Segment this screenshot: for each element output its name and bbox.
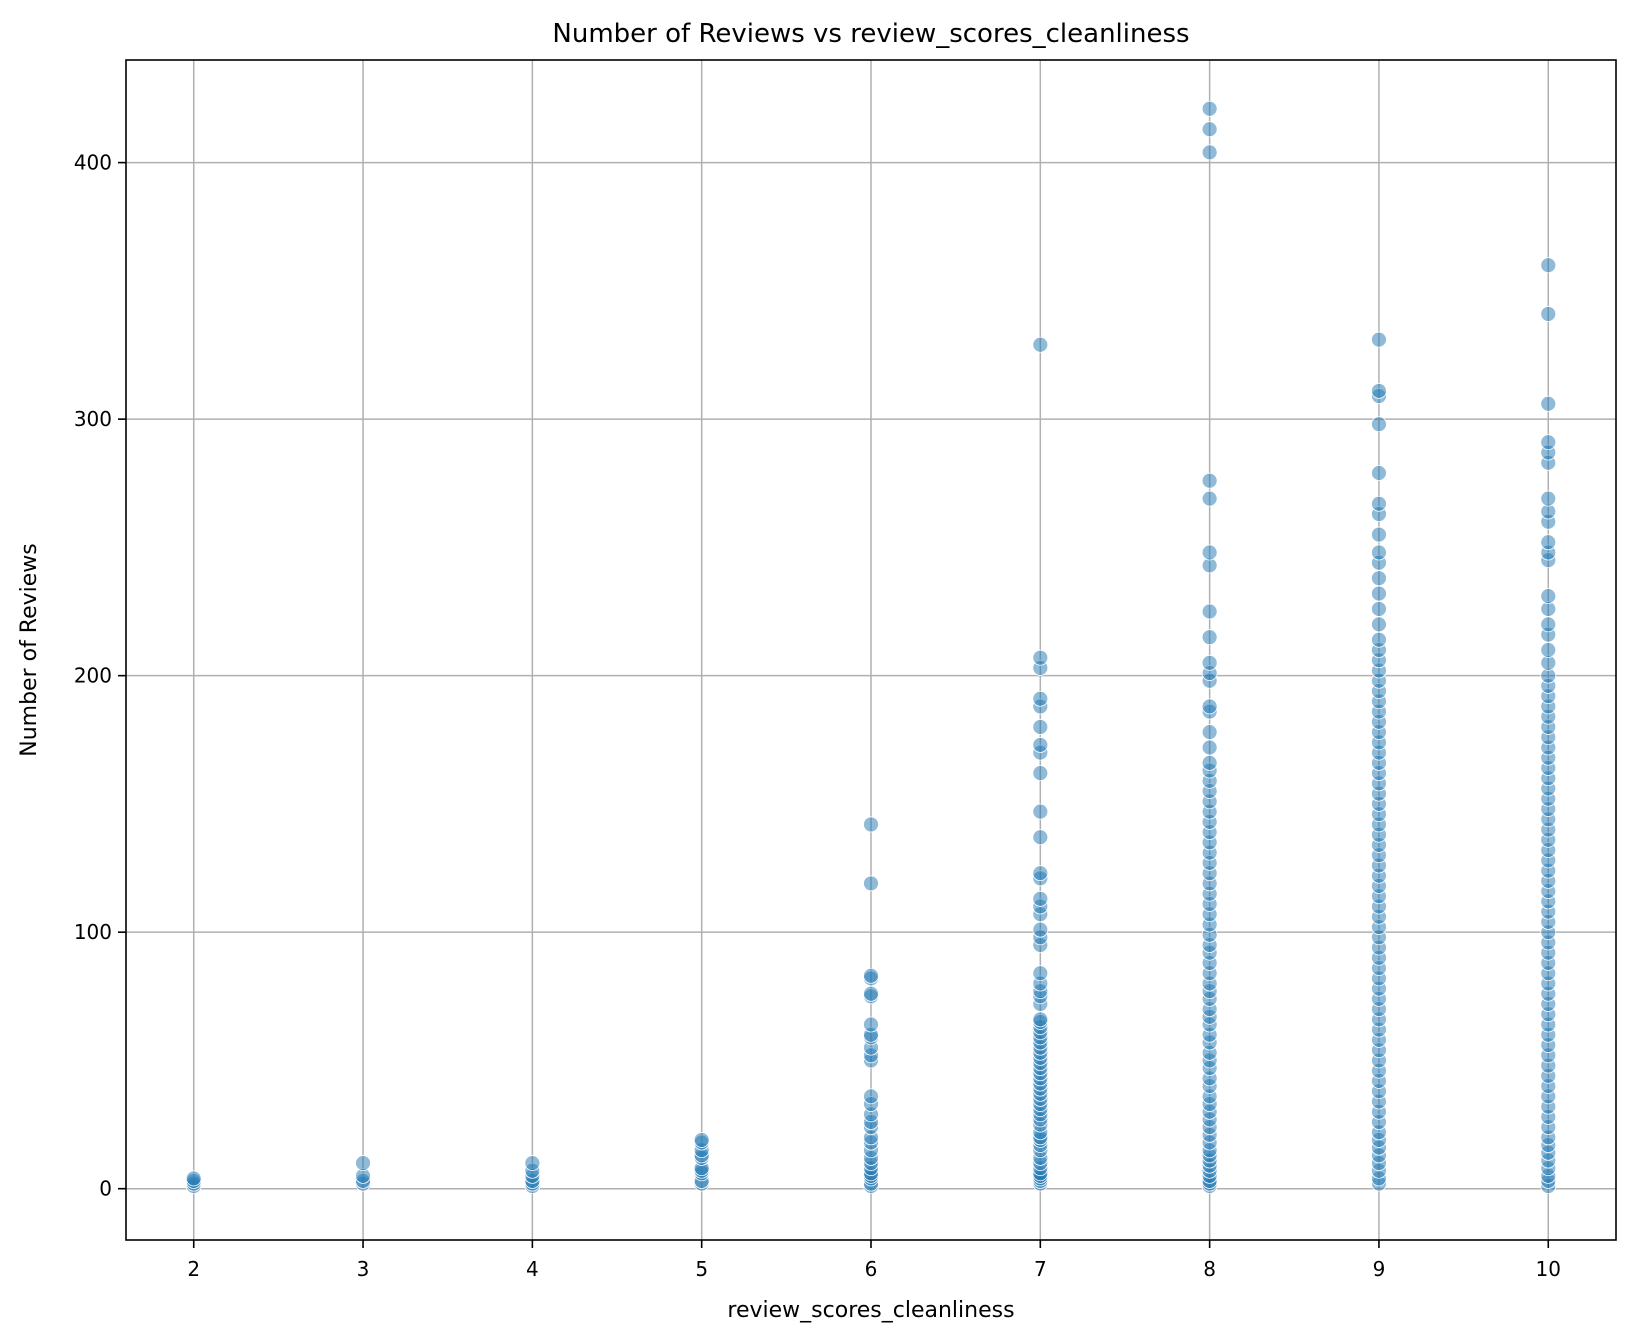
data-point — [1540, 257, 1557, 274]
x-tick-label: 6 — [865, 1257, 878, 1281]
data-point — [1201, 754, 1218, 771]
y-tick-label: 200 — [74, 664, 112, 688]
data-point — [1540, 306, 1557, 322]
data-point — [1540, 534, 1557, 551]
data-point — [1032, 737, 1049, 753]
data-point — [1371, 495, 1387, 512]
data-point — [1201, 603, 1218, 620]
y-tick-label: 0 — [99, 1177, 112, 1201]
x-axis-label: review_scores_cleanliness — [727, 1298, 1014, 1323]
data-point — [1371, 631, 1387, 648]
x-tick-label: 4 — [526, 1257, 539, 1281]
data-point — [1201, 121, 1218, 138]
data-point — [524, 1155, 541, 1171]
data-point — [1540, 642, 1557, 658]
data-point — [1201, 100, 1218, 117]
data-point — [1371, 616, 1387, 633]
x-tick-label: 9 — [1373, 1257, 1386, 1281]
data-point — [1371, 383, 1387, 399]
data-point — [1201, 490, 1218, 507]
data-point — [863, 967, 879, 984]
data-point — [1032, 965, 1049, 982]
y-tick-label: 400 — [74, 151, 112, 175]
data-point — [863, 1088, 879, 1105]
data-point — [1540, 588, 1557, 605]
data-point — [1201, 739, 1218, 756]
data-point — [1540, 616, 1557, 633]
data-point — [1032, 690, 1049, 707]
data-point — [355, 1155, 371, 1171]
data-point — [1371, 465, 1387, 481]
data-point — [1032, 649, 1049, 666]
data-point — [863, 1016, 879, 1033]
data-point — [1371, 331, 1387, 348]
data-point — [185, 1170, 202, 1187]
data-point — [863, 816, 879, 833]
data-point — [1032, 890, 1049, 907]
data-point — [1032, 921, 1049, 938]
y-axis-label: Number of Reviews — [17, 543, 42, 757]
data-point — [1371, 570, 1387, 587]
data-point — [1201, 544, 1218, 561]
data-point — [1371, 526, 1387, 543]
data-point — [863, 875, 879, 892]
data-point — [1032, 829, 1049, 846]
data-point — [1371, 544, 1387, 561]
x-tick-label: 10 — [1536, 1257, 1561, 1281]
data-point — [1540, 434, 1557, 451]
data-point — [1201, 629, 1218, 646]
data-point — [1371, 416, 1387, 433]
data-point — [1371, 601, 1387, 617]
data-point — [1032, 865, 1049, 882]
data-point — [1201, 144, 1218, 161]
y-tick-label: 100 — [74, 920, 112, 944]
data-point — [693, 1132, 710, 1148]
data-point — [1201, 472, 1218, 489]
data-point — [1032, 803, 1049, 820]
data-point — [1371, 585, 1387, 602]
data-points — [185, 100, 1557, 1195]
data-point — [1201, 698, 1218, 715]
data-point — [1032, 336, 1049, 353]
chart-title: Number of Reviews vs review_scores_clean… — [552, 19, 1189, 49]
data-point — [1032, 765, 1049, 782]
data-point — [1540, 395, 1557, 412]
x-tick-label: 3 — [357, 1257, 370, 1281]
x-tick-label: 8 — [1203, 1257, 1216, 1281]
data-point — [1201, 724, 1218, 740]
data-point — [1032, 719, 1049, 735]
data-point — [1032, 1011, 1049, 1028]
x-tick-label: 7 — [1034, 1257, 1047, 1281]
data-point — [863, 985, 879, 1002]
y-tick-label: 300 — [74, 407, 112, 431]
x-tick-label: 2 — [187, 1257, 200, 1281]
data-point — [1201, 654, 1218, 671]
data-point — [1540, 490, 1557, 507]
x-tick-label: 5 — [695, 1257, 708, 1281]
